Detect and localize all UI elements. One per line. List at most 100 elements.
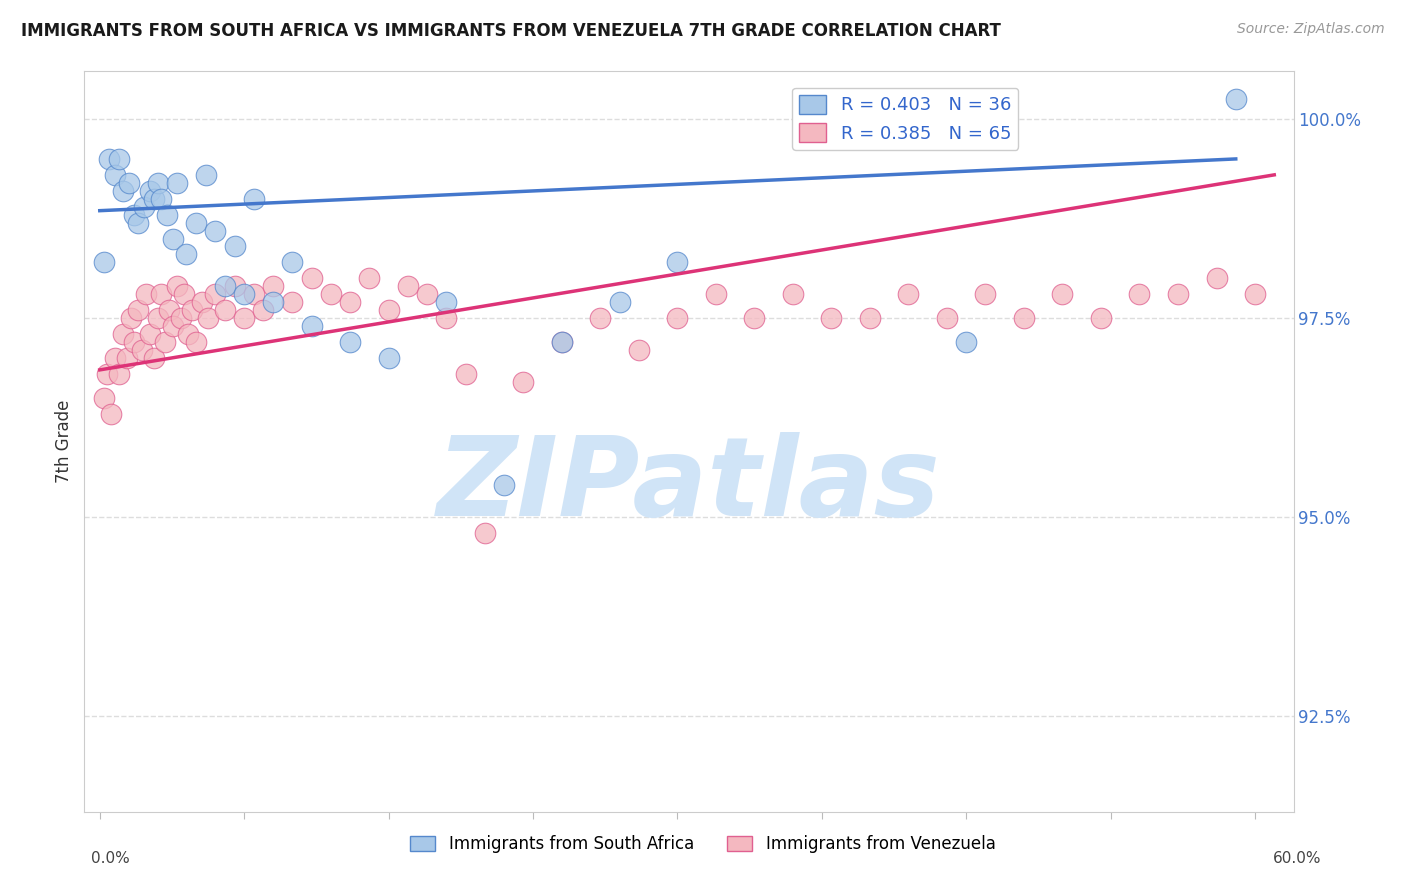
Point xyxy=(204,223,226,237)
Point xyxy=(1225,92,1247,106)
Point xyxy=(177,327,200,342)
Text: ZIPatlas: ZIPatlas xyxy=(437,433,941,540)
Point xyxy=(135,287,157,301)
Point xyxy=(377,303,399,318)
Point xyxy=(197,311,219,326)
Point xyxy=(142,351,165,365)
Point xyxy=(252,303,274,318)
Point xyxy=(166,279,188,293)
Point xyxy=(96,367,118,381)
Point xyxy=(551,334,574,349)
Point xyxy=(319,287,342,301)
Point xyxy=(262,295,284,310)
Point xyxy=(666,255,689,269)
Point xyxy=(127,216,149,230)
Point xyxy=(974,287,997,301)
Point xyxy=(1012,311,1035,326)
Point xyxy=(120,311,142,326)
Point xyxy=(782,287,804,301)
Point xyxy=(181,303,204,318)
Point xyxy=(396,279,419,293)
Point xyxy=(117,176,139,190)
Point xyxy=(169,311,191,326)
Point xyxy=(377,351,399,365)
Point xyxy=(1244,287,1267,301)
Point xyxy=(157,303,180,318)
Point xyxy=(609,295,631,310)
Point xyxy=(127,303,149,318)
Point xyxy=(474,526,496,541)
Point xyxy=(243,287,266,301)
Point xyxy=(214,279,236,293)
Point xyxy=(666,311,689,326)
Point xyxy=(1128,287,1150,301)
Point xyxy=(108,367,131,381)
Point xyxy=(155,334,177,349)
Point xyxy=(150,192,173,206)
Point xyxy=(1167,287,1189,301)
Point xyxy=(955,334,977,349)
Point xyxy=(194,168,217,182)
Point xyxy=(104,351,127,365)
Point xyxy=(184,216,207,230)
Point xyxy=(156,208,179,222)
Point xyxy=(434,295,457,310)
Point xyxy=(820,311,842,326)
Text: 60.0%: 60.0% xyxy=(1274,851,1322,865)
Point xyxy=(262,279,284,293)
Point xyxy=(589,311,612,326)
Point xyxy=(108,152,131,166)
Point xyxy=(131,343,153,357)
Point xyxy=(339,334,361,349)
Point xyxy=(146,311,169,326)
Point xyxy=(139,184,162,198)
Point xyxy=(897,287,920,301)
Point xyxy=(111,184,134,198)
Point xyxy=(166,176,188,190)
Point xyxy=(111,327,134,342)
Point xyxy=(184,334,207,349)
Point xyxy=(359,271,381,285)
Point xyxy=(1205,271,1227,285)
Point xyxy=(162,231,184,245)
Point xyxy=(281,295,304,310)
Point xyxy=(115,351,138,365)
Point xyxy=(551,334,574,349)
Point xyxy=(627,343,650,357)
Text: 0.0%: 0.0% xyxy=(91,851,131,865)
Point xyxy=(93,255,115,269)
Point xyxy=(142,192,165,206)
Point xyxy=(281,255,304,269)
Point xyxy=(139,327,162,342)
Text: IMMIGRANTS FROM SOUTH AFRICA VS IMMIGRANTS FROM VENEZUELA 7TH GRADE CORRELATION : IMMIGRANTS FROM SOUTH AFRICA VS IMMIGRAN… xyxy=(21,22,1001,40)
Point xyxy=(176,247,198,261)
Point xyxy=(98,152,121,166)
Point xyxy=(150,287,173,301)
Point xyxy=(416,287,439,301)
Point xyxy=(243,192,266,206)
Point xyxy=(224,279,246,293)
Point xyxy=(100,407,122,421)
Point xyxy=(512,375,534,389)
Point xyxy=(233,287,256,301)
Point xyxy=(204,287,226,301)
Point xyxy=(704,287,727,301)
Point xyxy=(454,367,477,381)
Legend: R = 0.403   N = 36, R = 0.385   N = 65: R = 0.403 N = 36, R = 0.385 N = 65 xyxy=(792,87,1018,150)
Point xyxy=(494,478,516,492)
Point xyxy=(173,287,195,301)
Point xyxy=(214,303,236,318)
Point xyxy=(124,208,146,222)
Point xyxy=(1052,287,1074,301)
Point xyxy=(191,295,214,310)
Y-axis label: 7th Grade: 7th Grade xyxy=(55,400,73,483)
Legend: Immigrants from South Africa, Immigrants from Venezuela: Immigrants from South Africa, Immigrants… xyxy=(402,827,1004,862)
Point xyxy=(859,311,882,326)
Point xyxy=(104,168,127,182)
Point xyxy=(1090,311,1112,326)
Point xyxy=(301,271,323,285)
Point xyxy=(93,391,115,405)
Point xyxy=(162,319,184,334)
Point xyxy=(132,200,155,214)
Point xyxy=(936,311,959,326)
